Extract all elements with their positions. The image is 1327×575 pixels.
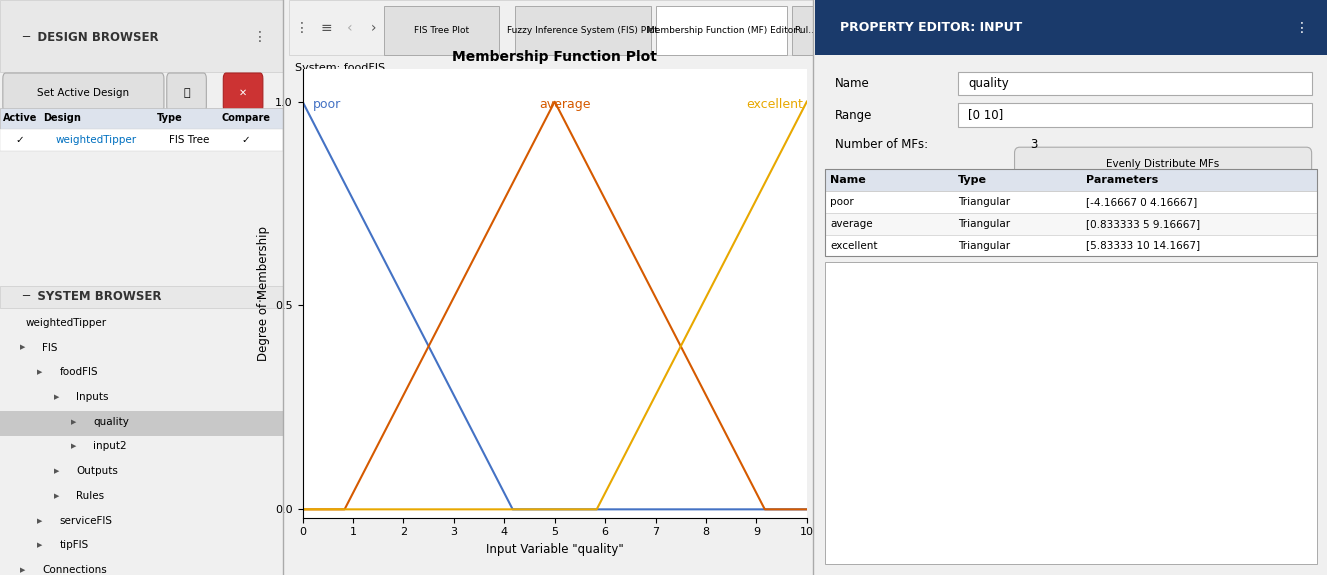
Text: ✕: ✕ — [239, 87, 247, 98]
FancyBboxPatch shape — [0, 108, 283, 129]
Text: Type: Type — [958, 175, 987, 185]
Text: ✓: ✓ — [242, 135, 251, 145]
Text: ▶: ▶ — [54, 468, 60, 474]
Text: ▶: ▶ — [37, 518, 42, 524]
FancyBboxPatch shape — [825, 213, 1316, 235]
Text: serviceFIS: serviceFIS — [60, 516, 113, 526]
Text: ─  DESIGN BROWSER: ─ DESIGN BROWSER — [23, 31, 159, 44]
Text: ⋮: ⋮ — [295, 21, 308, 34]
Text: FIS: FIS — [42, 343, 58, 352]
Text: ▶: ▶ — [54, 394, 60, 400]
Text: weightedTipper: weightedTipper — [56, 135, 137, 145]
Text: ‹: ‹ — [346, 21, 353, 34]
Text: ⋮: ⋮ — [253, 30, 267, 44]
FancyBboxPatch shape — [3, 73, 165, 112]
Text: Rules: Rules — [77, 491, 105, 501]
Text: Triangular: Triangular — [958, 240, 1010, 251]
Text: tipFIS: tipFIS — [60, 540, 89, 550]
Text: Connections: Connections — [42, 565, 107, 575]
Text: ⋮: ⋮ — [1294, 21, 1308, 34]
Text: Name: Name — [831, 175, 867, 185]
Text: ─  SYSTEM BROWSER: ─ SYSTEM BROWSER — [23, 290, 162, 303]
Text: Outputs: Outputs — [77, 466, 118, 476]
Text: Range: Range — [835, 109, 873, 121]
Text: Membership Function (MF) Editor: Membership Function (MF) Editor — [646, 26, 796, 35]
Text: [5.83333 10 14.1667]: [5.83333 10 14.1667] — [1087, 240, 1201, 251]
FancyBboxPatch shape — [0, 286, 283, 308]
Text: [-4.16667 0 4.16667]: [-4.16667 0 4.16667] — [1087, 197, 1197, 207]
Text: ✓: ✓ — [16, 135, 24, 145]
Text: FIS Tree Plot: FIS Tree Plot — [414, 26, 468, 35]
Title: Membership Function Plot: Membership Function Plot — [453, 49, 657, 64]
Text: 3: 3 — [1030, 139, 1038, 151]
Text: Parameters: Parameters — [1087, 175, 1158, 185]
Text: poor: poor — [313, 98, 341, 112]
Text: foodFIS: foodFIS — [60, 367, 98, 377]
Text: Inputs: Inputs — [77, 392, 109, 402]
FancyBboxPatch shape — [825, 262, 1316, 564]
FancyBboxPatch shape — [0, 129, 283, 151]
Text: FIS Tree: FIS Tree — [169, 135, 210, 145]
Text: [0.833333 5 9.16667]: [0.833333 5 9.16667] — [1087, 218, 1201, 229]
Text: Fuzzy Inference System (FIS) Plot: Fuzzy Inference System (FIS) Plot — [507, 26, 658, 35]
Text: Triangular: Triangular — [958, 218, 1010, 229]
FancyBboxPatch shape — [0, 411, 283, 436]
Text: input2: input2 — [93, 442, 127, 451]
Text: ▶: ▶ — [37, 369, 42, 375]
Text: ≡: ≡ — [321, 21, 332, 34]
FancyBboxPatch shape — [0, 0, 283, 72]
Text: ▶: ▶ — [70, 419, 76, 425]
Text: ▶: ▶ — [20, 567, 25, 573]
Text: ›: › — [370, 21, 376, 34]
Text: Design: Design — [44, 113, 81, 124]
Text: PROPERTY EDITOR: INPUT: PROPERTY EDITOR: INPUT — [840, 21, 1023, 34]
Text: ▶: ▶ — [20, 344, 25, 351]
FancyBboxPatch shape — [515, 6, 652, 55]
FancyBboxPatch shape — [958, 104, 1311, 126]
Text: Type: Type — [157, 113, 183, 124]
FancyBboxPatch shape — [815, 0, 1327, 55]
FancyBboxPatch shape — [384, 6, 499, 55]
FancyBboxPatch shape — [825, 191, 1316, 213]
Text: 🖊 ☰ 🖐 🔍+ 🔍─ 🏠: 🖊 ☰ 🖐 🔍+ 🔍─ 🏠 — [630, 71, 698, 81]
FancyBboxPatch shape — [792, 6, 819, 55]
Text: excellent: excellent — [746, 98, 803, 112]
Text: ⧉: ⧉ — [183, 87, 190, 98]
Text: [0 10]: [0 10] — [969, 109, 1003, 121]
Text: System: foodFIS: System: foodFIS — [295, 63, 385, 73]
FancyBboxPatch shape — [656, 6, 787, 55]
Text: Compare: Compare — [222, 113, 271, 124]
Text: weightedTipper: weightedTipper — [25, 318, 106, 328]
Text: excellent: excellent — [831, 240, 877, 251]
Text: quality: quality — [93, 417, 129, 427]
Text: average: average — [540, 98, 591, 112]
Text: ▶: ▶ — [54, 493, 60, 499]
Y-axis label: Degree of Membership: Degree of Membership — [256, 226, 269, 361]
FancyBboxPatch shape — [167, 73, 206, 112]
Text: average: average — [831, 218, 873, 229]
Text: quality: quality — [969, 77, 1010, 90]
Text: ⋮: ⋮ — [824, 21, 837, 34]
FancyBboxPatch shape — [1015, 147, 1311, 181]
Text: Evenly Distribute MFs: Evenly Distribute MFs — [1107, 159, 1220, 169]
Text: Number of MFs:: Number of MFs: — [835, 139, 929, 151]
FancyBboxPatch shape — [825, 235, 1316, 256]
FancyBboxPatch shape — [958, 72, 1311, 95]
Text: Name: Name — [835, 77, 871, 90]
Text: Active: Active — [3, 113, 37, 124]
Text: ▶: ▶ — [37, 542, 42, 549]
FancyBboxPatch shape — [289, 0, 1013, 55]
Text: Set Active Design: Set Active Design — [37, 87, 130, 98]
FancyBboxPatch shape — [223, 73, 263, 112]
Text: Triangular: Triangular — [958, 197, 1010, 207]
X-axis label: Input Variable "quality": Input Variable "quality" — [486, 543, 624, 556]
Text: poor: poor — [831, 197, 853, 207]
Text: ▶: ▶ — [70, 443, 76, 450]
Text: Rul…: Rul… — [794, 26, 817, 35]
Text: ⋮: ⋮ — [253, 290, 267, 304]
FancyBboxPatch shape — [825, 169, 1316, 191]
